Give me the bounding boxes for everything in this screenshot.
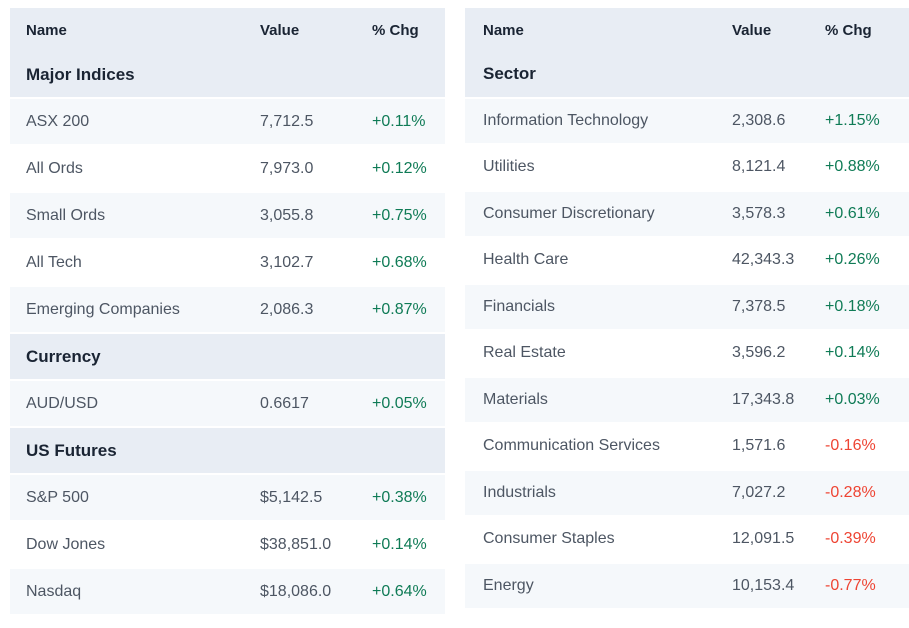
instrument-name: Information Technology — [483, 111, 649, 129]
name-column-header: Name — [26, 21, 67, 39]
instrument-value: 7,712.5 — [260, 112, 314, 130]
instrument-value: $18,086.0 — [260, 582, 332, 600]
instrument-pct-change: +0.12% — [372, 159, 427, 177]
instrument-pct-change: +0.75% — [372, 206, 427, 224]
table-row: Industrials 7,027.2 -0.28% — [465, 470, 909, 517]
section-header-row: Currency — [10, 334, 445, 381]
instrument-value: 0.6617 — [260, 394, 309, 412]
instrument-value: 3,102.7 — [260, 253, 314, 271]
table-row: Communication Services 1,571.6 -0.16% — [465, 424, 909, 471]
section-title: Major Indices — [26, 64, 135, 84]
instrument-pct-change: -0.16% — [825, 437, 876, 455]
instrument-value: 1,571.6 — [732, 437, 786, 455]
section-title: Sector — [483, 64, 536, 84]
table-row: Nasdaq $18,086.0 +0.64% — [10, 569, 445, 616]
table-row: S&P 500 $5,142.5 +0.38% — [10, 475, 445, 522]
instrument-value: 12,091.5 — [732, 530, 795, 548]
instrument-value: 2,086.3 — [260, 300, 314, 318]
name-column-header: Name — [483, 21, 524, 39]
instrument-name: Utilities — [483, 158, 535, 176]
instrument-value: 7,378.5 — [732, 297, 786, 315]
instrument-name: Consumer Staples — [483, 530, 615, 548]
table-row: Materials 17,343.8 +0.03% — [465, 377, 909, 424]
table-row: Emerging Companies 2,086.3 +0.87% — [10, 287, 445, 334]
instrument-name: Dow Jones — [26, 535, 106, 553]
section-title: Currency — [26, 346, 101, 366]
value-column-header: Value — [732, 21, 772, 39]
instrument-pct-change: +0.38% — [372, 488, 427, 506]
instrument-name: Consumer Discretionary — [483, 204, 655, 222]
column-header-row: Name Value % Chg — [10, 8, 445, 52]
instrument-name: Financials — [483, 297, 556, 315]
instrument-pct-change: +0.26% — [825, 251, 880, 269]
instrument-name: Nasdaq — [26, 582, 82, 600]
instrument-value: $5,142.5 — [260, 488, 323, 506]
section-title: US Futures — [26, 440, 117, 460]
instrument-pct-change: +0.18% — [825, 297, 880, 315]
table-row: All Ords 7,973.0 +0.12% — [10, 146, 445, 193]
instrument-value: 42,343.3 — [732, 251, 795, 269]
table-row: Dow Jones $38,851.0 +0.14% — [10, 522, 445, 569]
instrument-pct-change: +0.68% — [372, 253, 427, 271]
instrument-name: S&P 500 — [26, 488, 89, 506]
instrument-value: 17,343.8 — [732, 390, 795, 408]
instrument-value: 3,578.3 — [732, 204, 786, 222]
sectors-table: Name Value % Chg Sector Information Technolo… — [465, 8, 909, 610]
instrument-pct-change: -0.39% — [825, 530, 876, 548]
instrument-value: $38,851.0 — [260, 535, 332, 553]
instrument-pct-change: -0.28% — [825, 483, 876, 501]
pct-chg-column-header: % Chg — [372, 21, 419, 39]
instrument-name: Small Ords — [26, 206, 106, 224]
instrument-value: 8,121.4 — [732, 158, 786, 176]
instrument-name: Emerging Companies — [26, 300, 180, 318]
table-row: Small Ords 3,055.8 +0.75% — [10, 193, 445, 240]
instrument-value: 3,055.8 — [260, 206, 314, 224]
instrument-pct-change: +0.14% — [372, 535, 427, 553]
pct-chg-column-header: % Chg — [825, 21, 872, 39]
instrument-name: Communication Services — [483, 437, 660, 455]
instrument-value: 3,596.2 — [732, 344, 786, 362]
table-row: Consumer Staples 12,091.5 -0.39% — [465, 517, 909, 564]
instrument-pct-change: +0.87% — [372, 300, 427, 318]
instrument-name: AUD/USD — [26, 394, 99, 412]
table-row: Energy 10,153.4 -0.77% — [465, 563, 909, 610]
table-row: Financials 7,378.5 +0.18% — [465, 284, 909, 331]
instrument-value: 10,153.4 — [732, 576, 795, 594]
table-row: Information Technology 2,308.6 +1.15% — [465, 98, 909, 145]
instrument-pct-change: +0.64% — [372, 582, 427, 600]
instrument-value: 7,027.2 — [732, 483, 786, 501]
instrument-name: All Tech — [26, 253, 82, 271]
instrument-pct-change: +0.61% — [825, 204, 880, 222]
instrument-name: ASX 200 — [26, 112, 90, 130]
table-row: Utilities 8,121.4 +0.88% — [465, 145, 909, 192]
instrument-name: Energy — [483, 576, 534, 594]
instrument-name: Materials — [483, 390, 548, 408]
instrument-pct-change: +0.05% — [372, 394, 427, 412]
table-row: Health Care 42,343.3 +0.26% — [465, 238, 909, 285]
section-header-row: US Futures — [10, 428, 445, 475]
table-row: All Tech 3,102.7 +0.68% — [10, 240, 445, 287]
table-row: Real Estate 3,596.2 +0.14% — [465, 331, 909, 378]
value-column-header: Value — [260, 21, 300, 39]
instrument-name: All Ords — [26, 159, 83, 177]
instrument-value: 7,973.0 — [260, 159, 314, 177]
instrument-pct-change: +1.15% — [825, 111, 880, 129]
instrument-name: Real Estate — [483, 344, 566, 362]
table-row: Consumer Discretionary 3,578.3 +0.61% — [465, 191, 909, 238]
instrument-pct-change: +0.14% — [825, 344, 880, 362]
instrument-pct-change: +0.88% — [825, 158, 880, 176]
table-row: ASX 200 7,712.5 +0.11% — [10, 99, 445, 146]
instrument-pct-change: +0.03% — [825, 390, 880, 408]
instrument-name: Industrials — [483, 483, 556, 501]
instrument-name: Health Care — [483, 251, 569, 269]
table-row: AUD/USD 0.6617 +0.05% — [10, 381, 445, 428]
section-header-row: Sector — [465, 52, 909, 99]
indices-currency-futures-table: Name Value % Chg Major Indices ASX 200 7,712.… — [10, 8, 445, 616]
section-header-row: Major Indices — [10, 52, 445, 99]
instrument-pct-change: -0.77% — [825, 576, 876, 594]
instrument-pct-change: +0.11% — [372, 112, 426, 130]
column-header-row: Name Value % Chg — [465, 8, 909, 52]
instrument-value: 2,308.6 — [732, 111, 786, 129]
